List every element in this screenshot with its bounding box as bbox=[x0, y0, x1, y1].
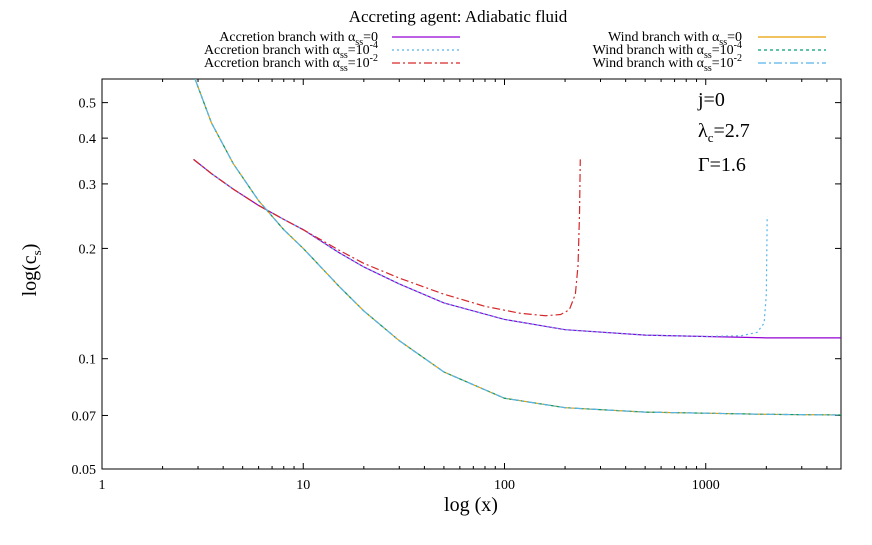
legend-entry-label: Accretion branch with αss=10-4 bbox=[204, 40, 378, 61]
legend-tail: =10 bbox=[712, 56, 734, 71]
legend-name: Wind branch with α bbox=[593, 43, 705, 58]
y-axis-label-subscript: s bbox=[29, 250, 44, 255]
legend-name: Wind branch with α bbox=[608, 30, 720, 45]
y-tick-label: 0.05 bbox=[72, 463, 97, 478]
legend-subscript: ss bbox=[340, 63, 348, 74]
legend-superscript: -2 bbox=[734, 53, 742, 64]
legend-tail: =10 bbox=[348, 43, 370, 58]
series-line-1 bbox=[193, 158, 768, 338]
annotation: λc=2.7 bbox=[698, 120, 750, 145]
x-tick-label: 100 bbox=[494, 478, 515, 493]
legend-superscript: -4 bbox=[734, 40, 742, 51]
legend-entry-label: Accretion branch with αss=10-2 bbox=[204, 53, 378, 74]
annotation-main: λ bbox=[698, 120, 708, 142]
axis-ticks: 1 10 100 1000 0.05 0.07 0.1 0.2 0.3 0.4 0.5 bbox=[72, 79, 841, 493]
y-axis-label-main: log(c bbox=[19, 255, 41, 296]
legend-superscript: -2 bbox=[370, 53, 378, 64]
series-line-0 bbox=[193, 158, 841, 339]
legend-subscript: ss bbox=[719, 37, 727, 48]
legend-entry-label: Wind branch with αss=10-2 bbox=[593, 53, 742, 74]
annotations: j=0 λc=2.7 Γ=1.6 bbox=[697, 89, 750, 176]
legend-subscript: ss bbox=[704, 50, 712, 61]
legend-tail: =10 bbox=[348, 56, 370, 71]
y-tick-label: 0.5 bbox=[79, 97, 97, 112]
x-tick-label: 1 bbox=[99, 478, 106, 493]
annotation-subscript: c bbox=[708, 130, 714, 145]
y-tick-label: 0.3 bbox=[79, 178, 97, 193]
annotation-tail: =2.7 bbox=[713, 120, 749, 142]
legend-tail: =0 bbox=[363, 30, 378, 45]
y-tick-label: 0.4 bbox=[79, 132, 97, 147]
legend-name: Accretion branch with α bbox=[219, 30, 356, 45]
legend-name: Accretion branch with α bbox=[204, 56, 341, 71]
legend-subscript: ss bbox=[355, 37, 363, 48]
legend-subscript: ss bbox=[340, 50, 348, 61]
series-line-2 bbox=[193, 158, 581, 317]
x-tick-label: 1000 bbox=[692, 478, 720, 493]
annotation-main: j=0 bbox=[697, 89, 725, 111]
x-axis-label: log (x) bbox=[444, 494, 498, 516]
x-tick-label: 10 bbox=[296, 478, 310, 493]
legend-name: Wind branch with α bbox=[593, 56, 705, 71]
legend-tail: =0 bbox=[727, 30, 742, 45]
chart-title: Accreting agent: Adiabatic fluid bbox=[349, 7, 568, 26]
legend-entry-label: Wind branch with αss=0 bbox=[608, 30, 742, 48]
series-line-5 bbox=[194, 79, 841, 416]
legend-entry-label: Wind branch with αss=10-4 bbox=[593, 40, 742, 61]
annotation: j=0 bbox=[697, 89, 725, 111]
y-tick-label: 0.2 bbox=[79, 242, 97, 257]
y-tick-label: 0.1 bbox=[79, 353, 97, 368]
legend-superscript: -4 bbox=[370, 40, 378, 51]
y-axis-label: log(cs) bbox=[19, 244, 44, 297]
plot-area-frame bbox=[101, 78, 842, 470]
y-axis-label-paren: ) bbox=[19, 244, 41, 251]
legend-subscript: ss bbox=[704, 63, 712, 74]
legend-tail: =10 bbox=[712, 43, 734, 58]
annotation: Γ=1.6 bbox=[698, 154, 746, 176]
series-lines bbox=[193, 79, 841, 416]
annotation-main: Γ=1.6 bbox=[698, 154, 746, 176]
legend-name: Accretion branch with α bbox=[204, 43, 341, 58]
legend-entry-label: Accretion branch with αss=0 bbox=[219, 30, 378, 48]
y-tick-label: 0.07 bbox=[72, 409, 97, 424]
